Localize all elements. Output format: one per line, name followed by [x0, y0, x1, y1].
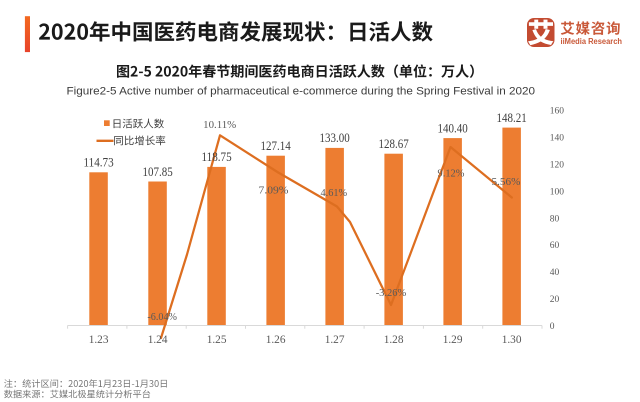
svg-text:-3.26%: -3.26% — [376, 287, 407, 299]
svg-text:1.24: 1.24 — [148, 334, 168, 346]
svg-text:Figure2-5 Active number of pha: Figure2-5 Active number of pharmaceutica… — [67, 86, 536, 98]
svg-text:-6.04%: -6.04% — [147, 311, 177, 323]
svg-text:120: 120 — [550, 161, 565, 171]
svg-text:140.40: 140.40 — [438, 121, 468, 135]
svg-text:1.25: 1.25 — [207, 334, 227, 346]
svg-text:107.85: 107.85 — [143, 165, 173, 179]
svg-text:0: 0 — [550, 322, 555, 332]
svg-text:1.26: 1.26 — [266, 334, 286, 346]
svg-text:133.00: 133.00 — [320, 131, 350, 145]
svg-text:1.27: 1.27 — [325, 334, 345, 346]
svg-text:140: 140 — [550, 134, 565, 144]
svg-text:128.67: 128.67 — [379, 137, 409, 151]
svg-text:5.56%: 5.56% — [492, 176, 521, 188]
svg-text:118.75: 118.75 — [202, 150, 232, 164]
svg-text:4.61%: 4.61% — [320, 187, 347, 199]
svg-text:100: 100 — [550, 187, 565, 197]
svg-text:1.23: 1.23 — [89, 334, 109, 346]
svg-text:40: 40 — [550, 268, 560, 278]
svg-text:9.12%: 9.12% — [438, 168, 465, 180]
svg-text:148.21: 148.21 — [497, 111, 527, 125]
svg-text:10.11%: 10.11% — [203, 119, 236, 131]
svg-text:1.29: 1.29 — [443, 334, 463, 346]
svg-text:114.73: 114.73 — [84, 156, 114, 170]
svg-text:1.30: 1.30 — [502, 334, 522, 346]
svg-text:80: 80 — [550, 214, 560, 224]
svg-text:160: 160 — [550, 107, 565, 117]
svg-text:20: 20 — [550, 295, 560, 305]
svg-text:1.28: 1.28 — [384, 334, 404, 346]
svg-text:7.09%: 7.09% — [259, 184, 289, 196]
svg-text:60: 60 — [550, 241, 560, 251]
svg-text:127.14: 127.14 — [261, 139, 291, 153]
svg-text:iiMedia Research: iiMedia Research — [561, 36, 623, 46]
